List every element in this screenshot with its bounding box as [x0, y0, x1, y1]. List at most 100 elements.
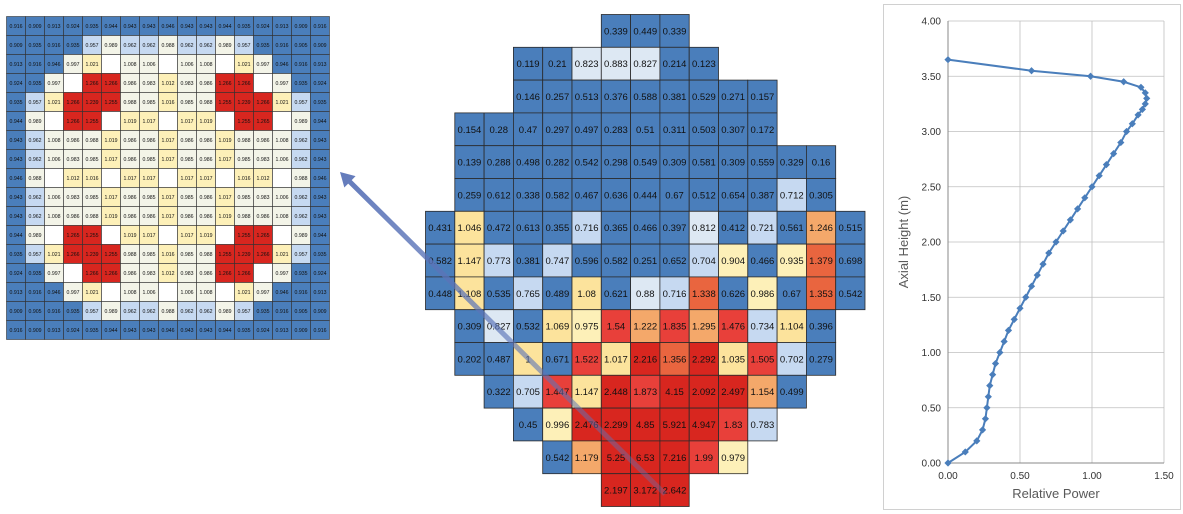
core-cell: 0.559 — [747, 145, 778, 179]
core-cell: 1.222 — [630, 309, 661, 343]
svg-text:0.466: 0.466 — [633, 223, 657, 234]
svg-text:0.943: 0.943 — [314, 195, 327, 201]
core-cell: 0.51 — [630, 112, 661, 147]
core-cell: 0.123 — [688, 46, 719, 81]
svg-text:1.266: 1.266 — [238, 81, 251, 87]
svg-text:1.255: 1.255 — [219, 100, 232, 106]
assembly-cell: 0.986 — [196, 206, 216, 226]
svg-text:0.946: 0.946 — [276, 62, 289, 68]
core-cell: 1.147 — [454, 243, 485, 278]
svg-text:0.702: 0.702 — [780, 354, 804, 365]
svg-text:0.339: 0.339 — [663, 26, 687, 37]
svg-text:0.988: 0.988 — [124, 100, 137, 106]
svg-text:1.108: 1.108 — [458, 289, 482, 300]
assembly-cell: 0.989 — [291, 111, 311, 131]
assembly-cell: 0.913 — [44, 320, 64, 340]
core-cell: 0.305 — [805, 178, 837, 212]
core-cell: 1.295 — [688, 309, 719, 343]
data-point — [1027, 282, 1036, 290]
assembly-cell: 0.935 — [82, 320, 102, 340]
svg-text:0.612: 0.612 — [487, 190, 511, 201]
assembly-cell: 0.935 — [25, 35, 45, 55]
data-point — [996, 348, 1004, 357]
assembly-cell: 1.019 — [215, 130, 235, 150]
assembly-cell: 0.943 — [177, 320, 197, 340]
svg-text:1.266: 1.266 — [219, 81, 232, 87]
assembly-cell: 0.988 — [82, 206, 102, 226]
core-cell: 0.381 — [513, 243, 544, 278]
svg-text:0.986: 0.986 — [200, 214, 213, 220]
svg-text:1.505: 1.505 — [751, 354, 775, 365]
svg-text:0.381: 0.381 — [516, 256, 540, 267]
svg-text:0.943: 0.943 — [181, 328, 194, 334]
assembly-cell: 0.985 — [177, 244, 197, 264]
x-tick-label: 1.50 — [1154, 471, 1174, 482]
core-cell: 0.765 — [513, 276, 544, 311]
assembly-cell: 0.962 — [120, 301, 140, 321]
svg-text:1.021: 1.021 — [238, 62, 251, 68]
core-cell: 1.108 — [454, 276, 485, 311]
assembly-cell: 1.239 — [234, 244, 254, 264]
svg-text:0.975: 0.975 — [575, 322, 599, 333]
core-cell: 0.883 — [600, 46, 632, 81]
core-cell: 0.671 — [542, 342, 573, 376]
core-cell: 0.339 — [600, 14, 632, 48]
assembly-cell — [101, 54, 121, 74]
assembly-cell: 0.943 — [6, 130, 26, 150]
core-cell: 0.282 — [542, 145, 573, 179]
assembly-cell: 1.255 — [101, 92, 121, 112]
assembly-cell — [158, 282, 178, 302]
svg-text:1.012: 1.012 — [67, 176, 80, 182]
assembly-cell — [101, 282, 121, 302]
svg-text:0.283: 0.283 — [604, 125, 628, 136]
svg-text:0.943: 0.943 — [200, 24, 213, 30]
assembly-cell: 0.924 — [310, 73, 330, 93]
svg-text:0.924: 0.924 — [10, 271, 23, 277]
core-cell: 0.582 — [600, 243, 632, 278]
svg-text:0.962: 0.962 — [200, 309, 213, 315]
svg-text:0.944: 0.944 — [314, 119, 327, 125]
core-cell: 1.179 — [571, 440, 602, 475]
svg-text:2.497: 2.497 — [721, 387, 745, 398]
assembly-cell — [215, 111, 235, 131]
svg-text:0.986: 0.986 — [200, 271, 213, 277]
svg-text:1.017: 1.017 — [124, 176, 137, 182]
svg-text:0.988: 0.988 — [238, 214, 251, 220]
assembly-cell: 0.997 — [272, 73, 292, 93]
data-point — [991, 359, 1000, 368]
svg-text:1.54: 1.54 — [607, 322, 626, 333]
svg-text:1.353: 1.353 — [809, 289, 833, 300]
svg-text:0.396: 0.396 — [809, 322, 833, 333]
svg-text:0.381: 0.381 — [663, 92, 687, 103]
assembly-cell: 1.019 — [101, 206, 121, 226]
assembly-cell: 1.017 — [139, 168, 159, 188]
data-point — [1141, 89, 1149, 97]
core-cell: 0.298 — [600, 145, 632, 179]
svg-text:1.017: 1.017 — [143, 119, 156, 125]
assembly-cell: 0.986 — [139, 130, 159, 150]
svg-text:0.51: 0.51 — [636, 125, 655, 136]
svg-text:1.222: 1.222 — [633, 322, 657, 333]
assembly-cell: 1.019 — [101, 130, 121, 150]
core-cell: 0.257 — [542, 79, 573, 114]
svg-text:0.988: 0.988 — [86, 138, 99, 144]
svg-text:0.47: 0.47 — [519, 125, 538, 136]
assembly-cell: 0.946 — [158, 320, 178, 340]
assembly-cell: 0.946 — [272, 54, 292, 74]
data-point — [1086, 72, 1095, 80]
assembly-cell: 0.986 — [253, 130, 273, 150]
assembly-cell: 1.266 — [63, 111, 83, 131]
assembly-cell: 0.924 — [63, 320, 83, 340]
svg-text:1.017: 1.017 — [143, 176, 156, 182]
svg-text:0.986: 0.986 — [124, 157, 137, 163]
svg-text:0.45: 0.45 — [519, 420, 538, 431]
svg-text:0.297: 0.297 — [545, 125, 569, 136]
core-cell: 1.147 — [571, 374, 602, 409]
svg-text:0.698: 0.698 — [838, 256, 862, 267]
assembly-cell: 0.989 — [25, 225, 45, 245]
core-cell: 1.246 — [805, 210, 837, 245]
svg-text:0.913: 0.913 — [314, 62, 327, 68]
core-cell: 4.15 — [659, 374, 690, 409]
assembly-cell: 1.019 — [120, 111, 140, 131]
assembly-cell — [44, 168, 64, 188]
